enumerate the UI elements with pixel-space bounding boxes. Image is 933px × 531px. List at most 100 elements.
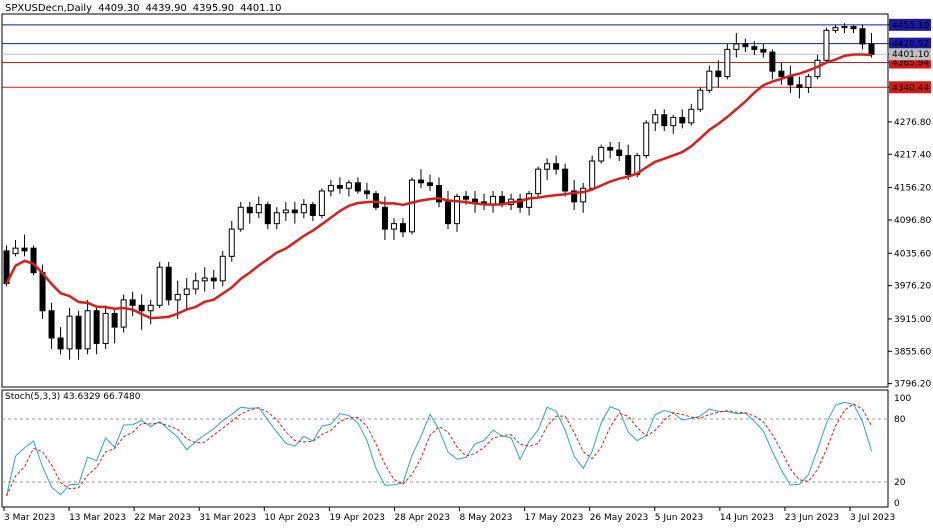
candle-body bbox=[571, 190, 578, 203]
price-axis-label: 3915.00 bbox=[894, 315, 931, 325]
candle-body bbox=[120, 299, 127, 328]
stoch-frame bbox=[1, 389, 889, 508]
price-axis-label: 3796.20 bbox=[894, 380, 931, 390]
candle-body bbox=[228, 228, 235, 257]
low-value: 4395.90 bbox=[192, 3, 235, 14]
candle-body bbox=[670, 116, 677, 127]
date-axis-label: 17 May 2023 bbox=[525, 513, 584, 523]
price-axis-label: 4035.60 bbox=[894, 249, 931, 259]
candle-body bbox=[625, 155, 632, 176]
candle-body bbox=[796, 84, 803, 89]
candle-body bbox=[66, 315, 73, 350]
candle-body bbox=[399, 223, 406, 233]
date-axis-label: 26 May 2023 bbox=[590, 513, 649, 523]
price-axis-label: 4096.80 bbox=[894, 216, 931, 226]
candle-body bbox=[841, 26, 848, 29]
candle-body bbox=[832, 27, 839, 31]
price-axis-label: 3976.20 bbox=[894, 282, 931, 292]
candle-body bbox=[354, 182, 361, 192]
date-axis-label: 31 Mar 2023 bbox=[199, 513, 256, 523]
candle-body bbox=[273, 212, 280, 225]
candle-body bbox=[859, 28, 866, 45]
stoch-label: Stoch(5,3,3) 43.6329 66.7480 bbox=[5, 392, 141, 402]
level-tag-bg-1 bbox=[889, 37, 931, 50]
candle-body bbox=[760, 48, 767, 53]
candle-body bbox=[850, 26, 857, 30]
candle-body bbox=[192, 280, 199, 290]
candle-body bbox=[165, 266, 172, 301]
candle-body bbox=[12, 247, 19, 255]
candle-body bbox=[111, 312, 118, 328]
date-axis-label: 3 Mar 2023 bbox=[4, 513, 55, 523]
price-axis-label: 4217.40 bbox=[894, 150, 931, 160]
candle-body bbox=[201, 277, 208, 282]
candle-body bbox=[580, 187, 587, 203]
candle-body bbox=[778, 70, 785, 78]
candle-body bbox=[237, 206, 244, 230]
candle-body bbox=[84, 310, 91, 350]
candle-body bbox=[147, 304, 154, 312]
candle-body bbox=[445, 201, 452, 225]
candle-body bbox=[724, 48, 731, 78]
candle-body bbox=[102, 312, 109, 344]
candle-body bbox=[93, 310, 100, 344]
candle-body bbox=[589, 160, 596, 189]
candle-body bbox=[607, 146, 614, 151]
candle-body bbox=[787, 76, 794, 86]
candle-body bbox=[30, 247, 37, 274]
date-axis-label: 14 Jun 2023 bbox=[720, 513, 774, 523]
candle-body bbox=[210, 277, 217, 282]
candle-body bbox=[345, 182, 352, 189]
candle-body bbox=[390, 223, 397, 230]
candle-body bbox=[436, 185, 442, 203]
candle-body bbox=[598, 146, 605, 162]
current-price-tag-bg bbox=[889, 48, 931, 61]
candle-body bbox=[706, 70, 713, 91]
candle-body bbox=[733, 43, 740, 50]
date-axis-label: 5 Jun 2023 bbox=[655, 513, 703, 523]
candle-body bbox=[48, 310, 55, 339]
candle-body bbox=[246, 206, 253, 214]
candle-body bbox=[408, 179, 415, 233]
candle-body bbox=[156, 266, 163, 306]
candle-body bbox=[417, 179, 424, 184]
candle-body bbox=[652, 114, 659, 124]
date-axis-label: 10 Apr 2023 bbox=[264, 513, 320, 523]
candle-body bbox=[327, 185, 334, 192]
high-value: 4439.90 bbox=[145, 3, 187, 14]
candle-body bbox=[255, 204, 262, 214]
level-tag-2: 4385.94 bbox=[892, 58, 929, 68]
date-axis-label: 13 Mar 2023 bbox=[69, 513, 126, 523]
price-axis-label: 4156.20 bbox=[894, 184, 931, 194]
level-tag-bg-3 bbox=[889, 81, 931, 94]
stoch-axis-label: 20 bbox=[894, 478, 906, 488]
candle-body bbox=[679, 116, 686, 124]
candle-body bbox=[742, 43, 749, 48]
candle-body bbox=[381, 206, 388, 230]
candle-body bbox=[643, 122, 650, 157]
date-axis-label: 22 Mar 2023 bbox=[134, 513, 191, 523]
candle-body bbox=[183, 288, 190, 295]
level-tag-bg-0 bbox=[889, 18, 931, 31]
candle-body bbox=[715, 70, 722, 78]
candle-body bbox=[318, 190, 325, 216]
candle-body bbox=[454, 195, 461, 225]
candle-body bbox=[769, 51, 776, 72]
candle-body bbox=[75, 315, 82, 350]
stoch-axis-label: 0 bbox=[894, 499, 900, 509]
candle-body bbox=[309, 204, 316, 216]
candle-body bbox=[616, 149, 623, 157]
candle-body bbox=[517, 198, 524, 208]
candle-body bbox=[129, 299, 136, 306]
date-axis-label: 19 Apr 2023 bbox=[329, 513, 385, 523]
date-axis-label: 8 May 2023 bbox=[460, 513, 513, 523]
stoch-axis-label: 80 bbox=[894, 415, 906, 425]
main-frame bbox=[1, 13, 889, 388]
close-value: 4401.10 bbox=[240, 3, 282, 14]
candle-body bbox=[219, 255, 226, 282]
candle-body bbox=[751, 46, 758, 50]
level-tag-1: 4420.52 bbox=[892, 40, 929, 50]
candle-body bbox=[174, 293, 181, 301]
candle-body bbox=[336, 185, 343, 189]
